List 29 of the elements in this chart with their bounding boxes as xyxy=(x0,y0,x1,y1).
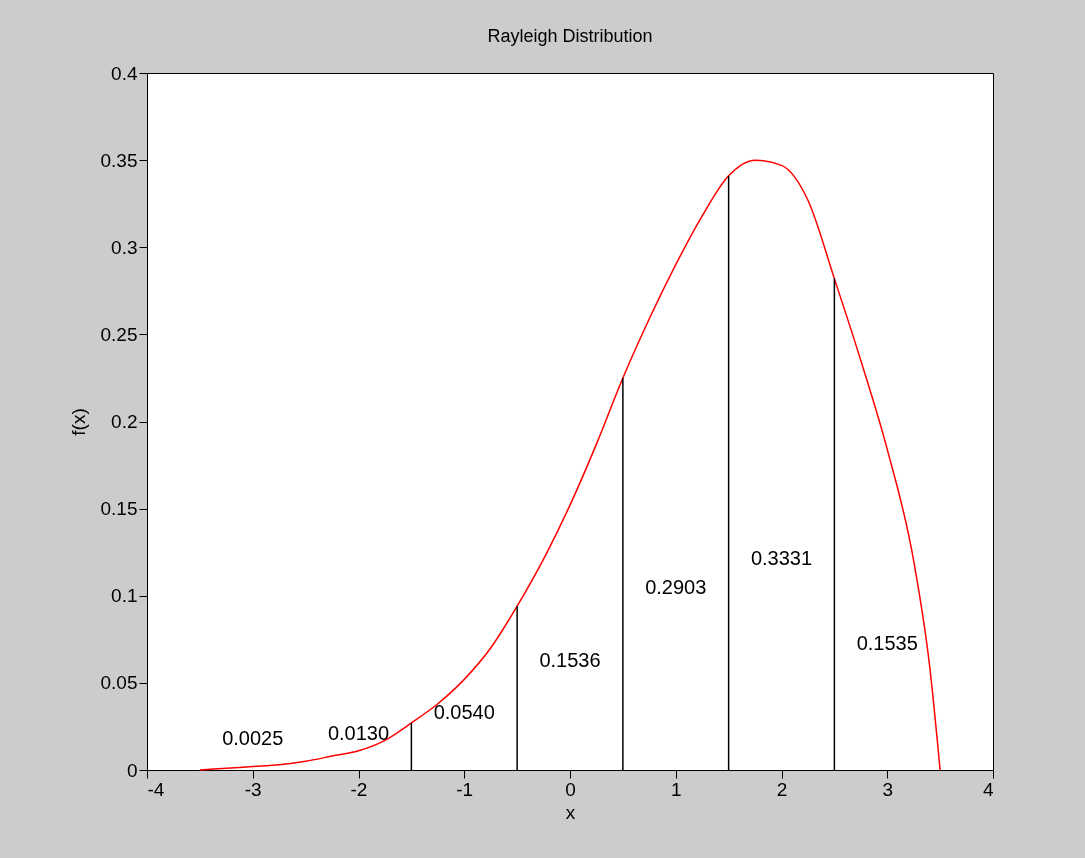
annotation: 0.1535 xyxy=(856,631,918,654)
y-tick-label: 0.05 xyxy=(100,672,138,694)
annotation: 0.3331 xyxy=(750,546,813,569)
x-tick-label: -1 xyxy=(456,778,474,800)
y-axis-title: f(x) xyxy=(67,408,89,436)
x-tick-label: 2 xyxy=(776,778,788,800)
x-tick-label: -4 xyxy=(147,778,165,800)
x-tick-label: -3 xyxy=(244,778,262,800)
y-tick-label: 0.35 xyxy=(100,149,138,171)
x-axis-title: x xyxy=(565,801,576,823)
annotation: 0.0130 xyxy=(327,722,390,745)
y-tick-label: 0.15 xyxy=(100,498,138,520)
x-tick-label: 0 xyxy=(565,778,576,800)
annotation: 0.2903 xyxy=(645,576,707,599)
y-tick-label: 0.25 xyxy=(100,323,138,345)
line-series xyxy=(199,159,941,771)
x-tick-label: -2 xyxy=(350,778,368,800)
x-tick-label: 1 xyxy=(670,778,682,800)
y-tick-label: 0.2 xyxy=(111,411,138,432)
x-tick-label: 3 xyxy=(882,778,894,800)
annotation: 0.1536 xyxy=(539,648,601,671)
chart-title: Rayleigh Distribution xyxy=(487,26,653,46)
y-tick-label: 0.3 xyxy=(111,236,138,258)
y-tick-label: 0.1 xyxy=(111,585,138,607)
annotation: 0.0025 xyxy=(222,726,284,749)
y-tick-label: 0.4 xyxy=(111,62,138,84)
x-tick-label: 4 xyxy=(982,778,994,800)
y-tick-label: 0 xyxy=(126,759,138,781)
annotation: 0.0540 xyxy=(433,700,495,723)
